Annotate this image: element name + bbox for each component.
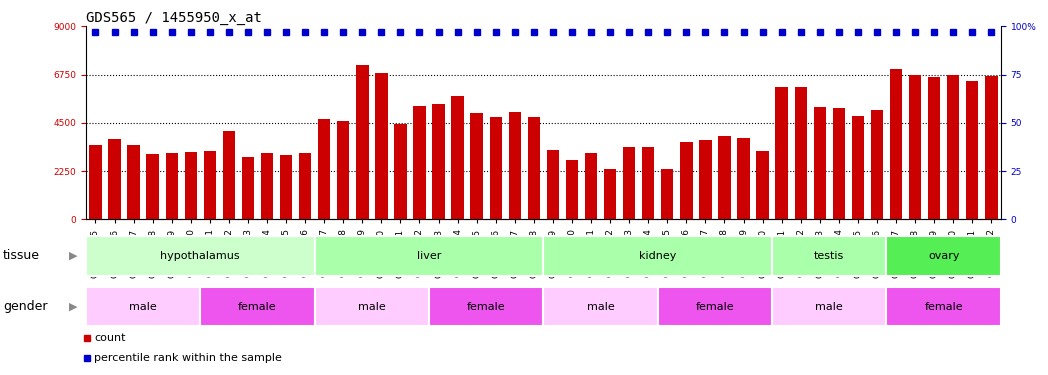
Bar — [738, 138, 749, 219]
Bar — [909, 75, 921, 219]
Bar — [547, 150, 560, 219]
Bar — [108, 139, 121, 219]
Bar — [337, 121, 349, 219]
Text: male: male — [358, 302, 386, 312]
Text: percentile rank within the sample: percentile rank within the sample — [94, 353, 282, 363]
Bar — [489, 117, 502, 219]
Text: liver: liver — [417, 251, 441, 261]
Bar — [966, 81, 979, 219]
Bar — [772, 236, 887, 276]
Bar — [433, 104, 444, 219]
Bar — [299, 153, 311, 219]
Bar — [394, 124, 407, 219]
Bar — [604, 169, 616, 219]
Bar — [314, 236, 543, 276]
Bar — [852, 116, 865, 219]
Text: ▶: ▶ — [69, 302, 78, 312]
Bar — [429, 287, 543, 326]
Bar — [89, 146, 102, 219]
Text: ovary: ovary — [927, 251, 959, 261]
Bar — [794, 87, 807, 219]
Bar — [832, 108, 845, 219]
Bar — [375, 74, 388, 219]
Bar — [280, 155, 292, 219]
Bar — [203, 151, 216, 219]
Bar — [471, 113, 483, 219]
Bar — [658, 287, 772, 326]
Bar — [128, 146, 139, 219]
Bar — [718, 136, 730, 219]
Bar — [985, 76, 998, 219]
Bar — [890, 69, 902, 219]
Bar — [887, 236, 1001, 276]
Bar — [927, 76, 940, 219]
Bar — [680, 142, 693, 219]
Text: testis: testis — [814, 251, 845, 261]
Bar — [887, 287, 1001, 326]
Bar — [261, 153, 274, 219]
Bar — [772, 287, 887, 326]
Bar — [776, 87, 788, 219]
Bar — [452, 96, 464, 219]
Bar — [699, 140, 712, 219]
Bar — [947, 75, 959, 219]
Bar — [86, 287, 200, 326]
Bar — [543, 236, 772, 276]
Text: tissue: tissue — [3, 249, 40, 262]
Text: GDS565 / 1455950_x_at: GDS565 / 1455950_x_at — [86, 11, 262, 25]
Bar — [356, 65, 369, 219]
Bar — [813, 107, 826, 219]
Bar — [242, 157, 255, 219]
Text: female: female — [924, 302, 963, 312]
Bar — [661, 169, 674, 219]
Bar — [527, 117, 540, 219]
Bar — [184, 152, 197, 219]
Text: ▶: ▶ — [69, 251, 78, 261]
Bar — [585, 153, 597, 219]
Bar — [566, 160, 578, 219]
Text: male: male — [815, 302, 844, 312]
Bar — [200, 287, 314, 326]
Bar — [86, 236, 314, 276]
Bar — [642, 147, 654, 219]
Bar — [147, 154, 159, 219]
Bar — [871, 110, 883, 219]
Text: male: male — [129, 302, 157, 312]
Text: male: male — [587, 302, 614, 312]
Text: count: count — [94, 333, 126, 343]
Bar — [623, 147, 635, 219]
Text: female: female — [467, 302, 505, 312]
Text: gender: gender — [3, 300, 47, 313]
Text: hypothalamus: hypothalamus — [160, 251, 240, 261]
Bar — [543, 287, 658, 326]
Text: female: female — [696, 302, 735, 312]
Bar — [166, 153, 178, 219]
Text: female: female — [238, 302, 277, 312]
Bar — [318, 118, 330, 219]
Bar — [757, 151, 769, 219]
Text: kidney: kidney — [639, 251, 676, 261]
Bar — [508, 112, 521, 219]
Bar — [222, 131, 235, 219]
Bar — [413, 106, 425, 219]
Bar — [314, 287, 429, 326]
